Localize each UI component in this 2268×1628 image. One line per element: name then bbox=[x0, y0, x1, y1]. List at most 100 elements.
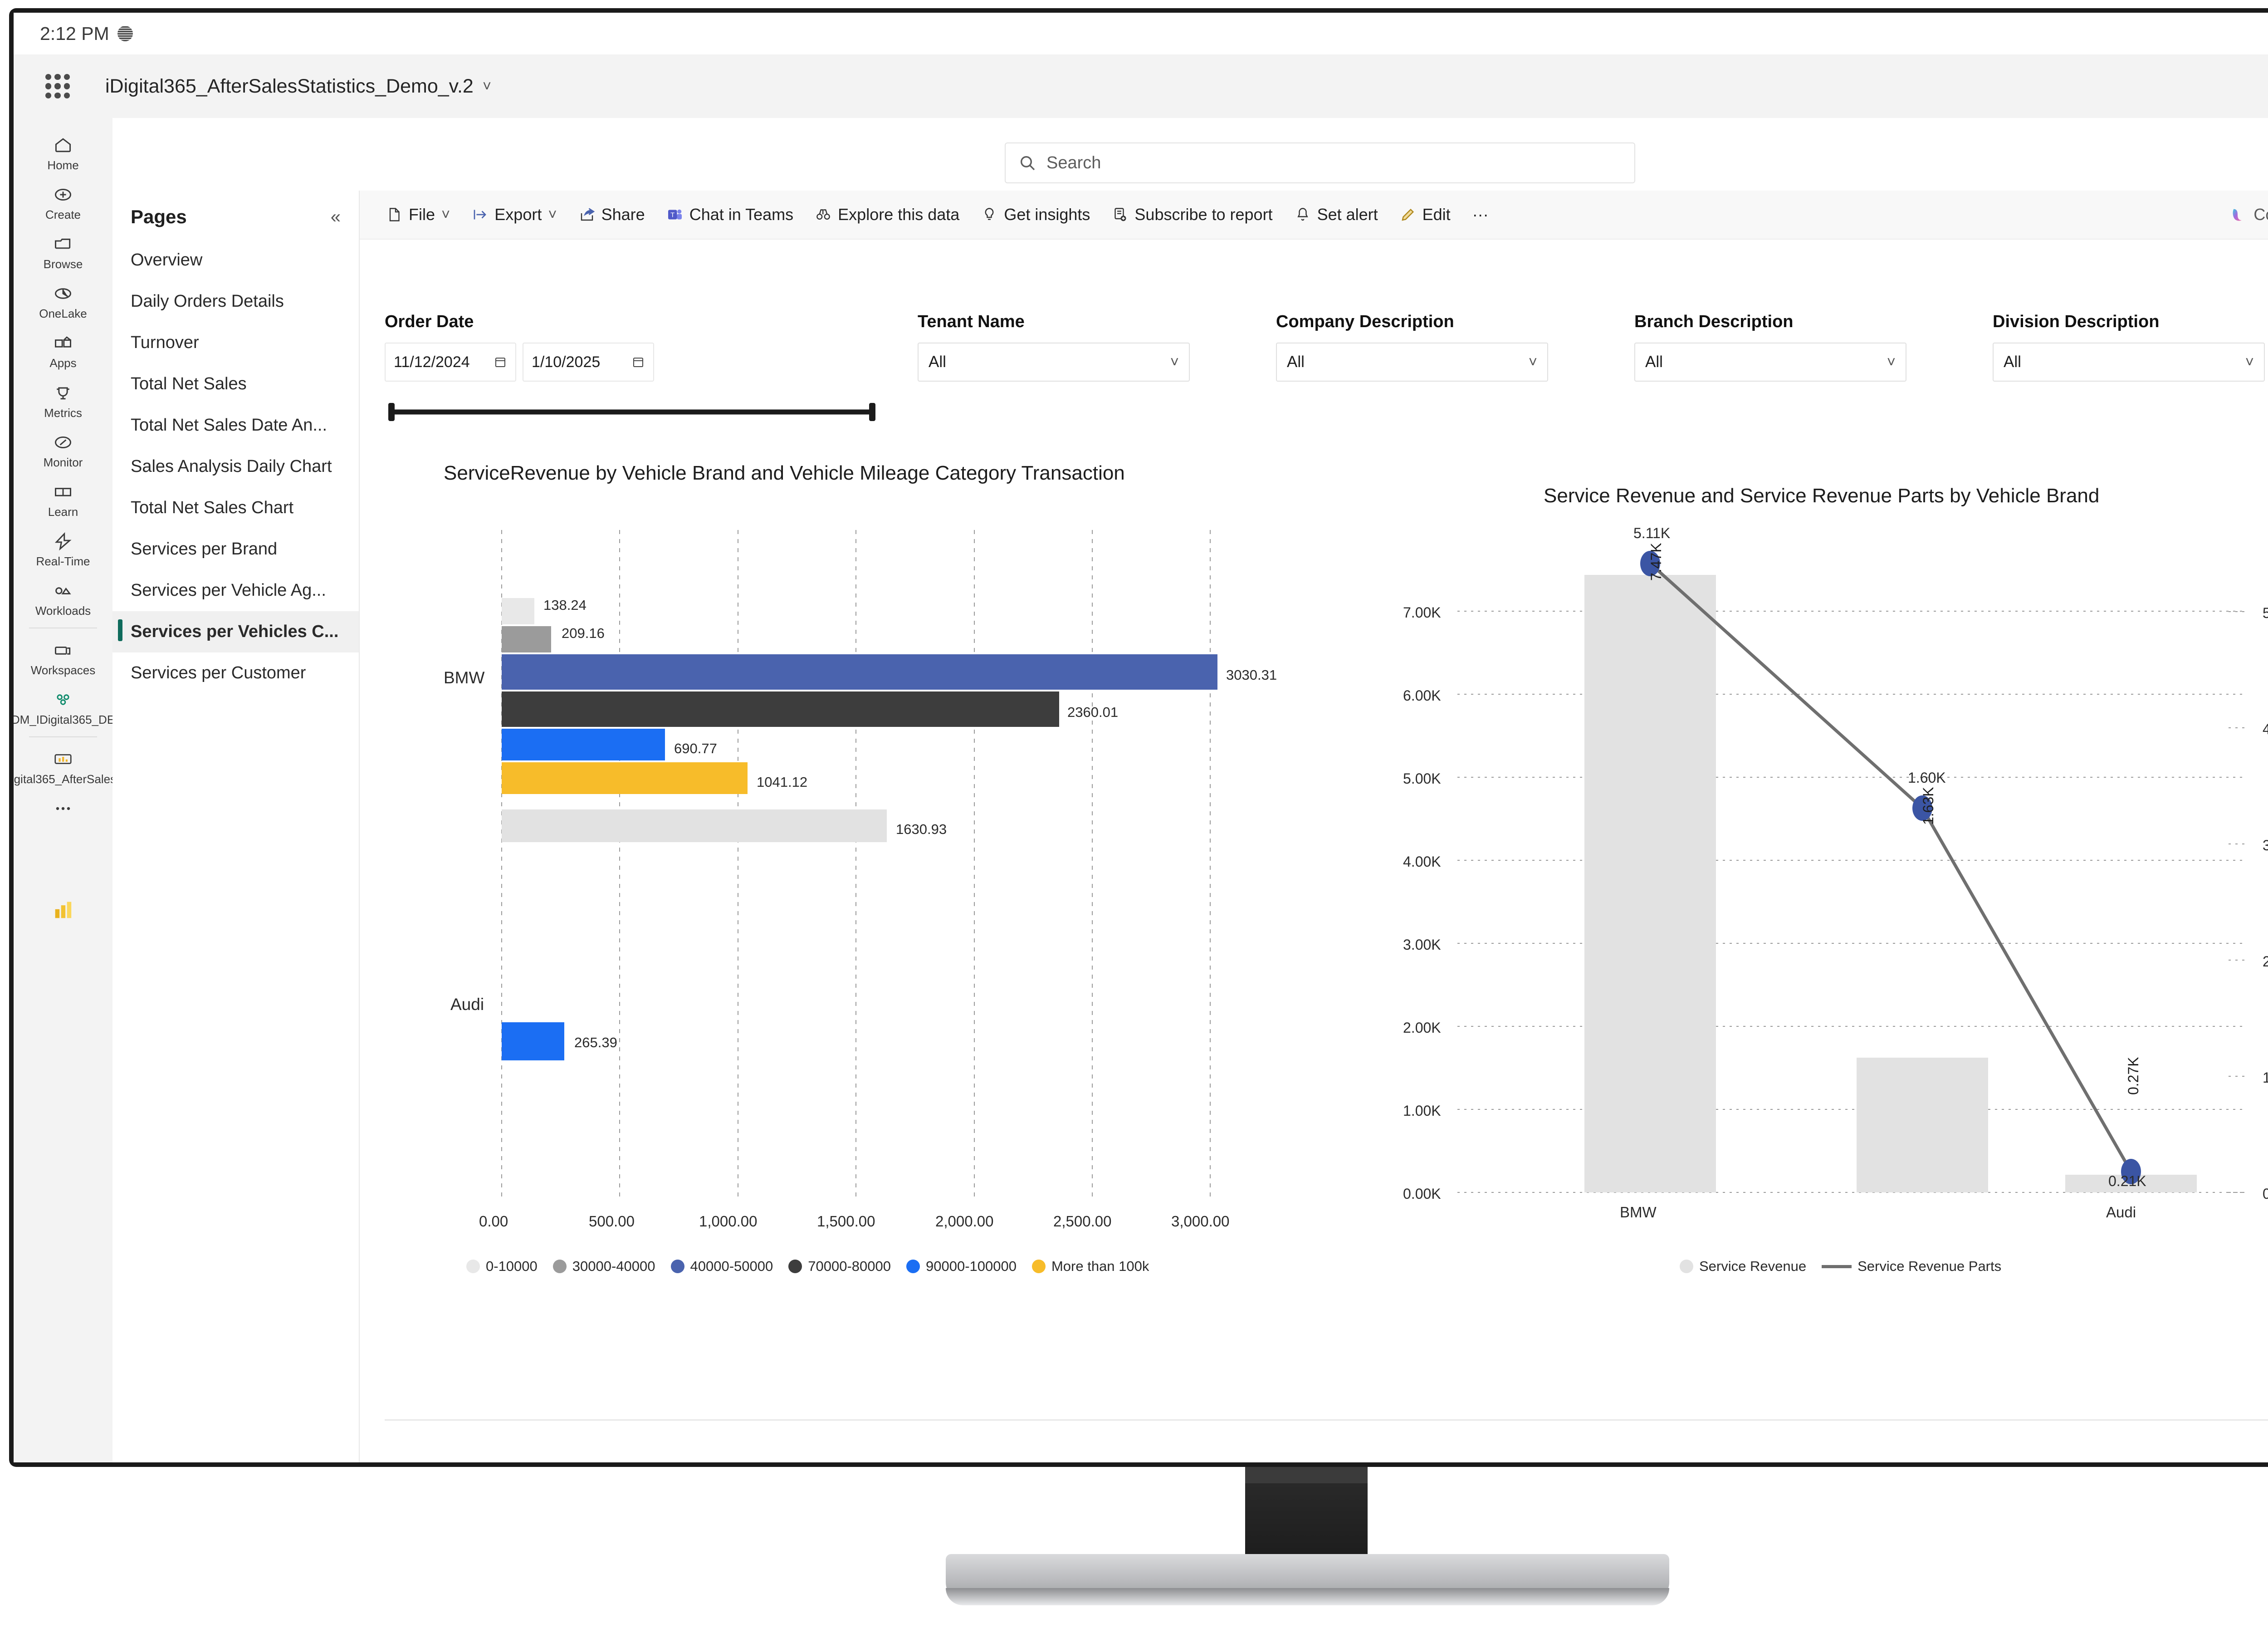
report-title-area[interactable]: iDigital365_AfterSalesStatistics_Demo_v.… bbox=[105, 75, 491, 98]
share-button[interactable]: Share bbox=[568, 190, 656, 239]
page-item-total-net-sales-date-analysis[interactable]: Total Net Sales Date An... bbox=[112, 405, 359, 446]
chevron-double-left-icon[interactable]: « bbox=[330, 206, 341, 227]
legend-item[interactable]: More than 100k bbox=[1031, 1258, 1149, 1275]
page-item-label: Turnover bbox=[131, 333, 199, 352]
combo-left-y-tick: 7.00K bbox=[1403, 604, 1441, 621]
bar-x-tick: 0.00 bbox=[479, 1213, 508, 1230]
legend-item[interactable]: Service Revenue Parts bbox=[1822, 1258, 2001, 1275]
sidebar-item-browse[interactable]: Browse bbox=[14, 227, 112, 276]
explore-this-data-button[interactable]: Explore this data bbox=[804, 190, 970, 239]
legend-item[interactable]: Service Revenue bbox=[1680, 1258, 1806, 1275]
combo-right-y-tick: 3.00K bbox=[2263, 837, 2268, 853]
sidebar-item-powerbi-logo[interactable] bbox=[14, 893, 112, 927]
sidebar-item-onelake[interactable]: OneLake bbox=[14, 276, 112, 326]
division-description-dropdown[interactable]: All ˅ bbox=[1993, 343, 2265, 382]
sidebar-item-home[interactable]: Home bbox=[14, 128, 112, 177]
bar-x-tick: 500.00 bbox=[589, 1213, 635, 1230]
legend-item[interactable]: 40000-50000 bbox=[670, 1258, 773, 1275]
sidebar-item-label: Real-Time bbox=[36, 554, 90, 568]
order-date-end-input[interactable]: 1/10/2025 bbox=[523, 343, 654, 382]
chat-in-teams-button[interactable]: T Chat in Teams bbox=[656, 190, 804, 239]
onelake-icon bbox=[53, 283, 73, 304]
combo-left-y-tick: 1.00K bbox=[1403, 1103, 1441, 1119]
copilot-button[interactable]: Copilot bbox=[2219, 205, 2268, 224]
sidebar-item-apps[interactable]: Apps bbox=[14, 326, 112, 375]
get-insights-button[interactable]: Get insights bbox=[970, 190, 1101, 239]
order-date-range-slider[interactable] bbox=[385, 401, 879, 423]
page-item-label: Services per Vehicle Ag... bbox=[131, 581, 326, 600]
page-item-services-per-brand[interactable]: Services per Brand bbox=[112, 529, 359, 570]
svg-text:T: T bbox=[670, 211, 675, 219]
page-item-services-per-customer[interactable]: Services per Customer bbox=[112, 652, 359, 694]
sidebar-item-metrics[interactable]: Metrics bbox=[14, 376, 112, 425]
chevron-down-icon[interactable]: ˅ bbox=[482, 78, 492, 94]
legend-item[interactable]: 0-10000 bbox=[466, 1258, 538, 1275]
visual-service-revenue-by-brand-mileage[interactable]: ServiceRevenue by Vehicle Brand and Vehi… bbox=[385, 462, 1324, 1397]
page-item-total-net-sales-chart[interactable]: Total Net Sales Chart bbox=[112, 487, 359, 529]
combo-right-y-tick: 4.00K bbox=[2263, 721, 2268, 737]
sidebar-item-workloads[interactable]: Workloads bbox=[14, 574, 112, 623]
global-search-input[interactable]: Search bbox=[1005, 142, 1635, 183]
left-nav-rail: Home Create Browse bbox=[14, 118, 112, 1462]
page-item-total-net-sales[interactable]: Total Net Sales bbox=[112, 363, 359, 405]
toolbar-more-button[interactable]: ··· bbox=[1461, 190, 1500, 239]
page-item-daily-orders-details[interactable]: Daily Orders Details bbox=[112, 281, 359, 322]
branch-description-value: All bbox=[1645, 353, 1663, 371]
lightbulb-icon bbox=[981, 206, 997, 223]
legend-label: 40000-50000 bbox=[690, 1258, 773, 1274]
legend-item[interactable]: 70000-80000 bbox=[788, 1258, 891, 1275]
waffle-icon[interactable] bbox=[45, 74, 70, 98]
page-item-turnover[interactable]: Turnover bbox=[112, 322, 359, 363]
file-menu-button[interactable]: File ˅ bbox=[375, 190, 461, 239]
sidebar-item-monitor[interactable]: Monitor bbox=[14, 425, 112, 475]
chevron-down-icon: ˅ bbox=[1887, 353, 1896, 370]
page-item-services-per-vehicle-age[interactable]: Services per Vehicle Ag... bbox=[112, 570, 359, 611]
export-menu-button[interactable]: Export ˅ bbox=[461, 190, 567, 239]
legend-label: More than 100k bbox=[1051, 1258, 1149, 1274]
combo-line-label-bmw: 5.11K bbox=[1633, 525, 1671, 541]
share-icon bbox=[579, 206, 595, 223]
legend-label: 90000-100000 bbox=[925, 1258, 1017, 1274]
page-item-overview[interactable]: Overview bbox=[112, 240, 359, 281]
sidebar-more-button[interactable] bbox=[14, 791, 112, 825]
company-description-dropdown[interactable]: All ˅ bbox=[1276, 343, 1548, 382]
legend-item[interactable]: 30000-40000 bbox=[552, 1258, 655, 1275]
combo-bar-label-mid: 1.63K bbox=[1920, 787, 1936, 825]
sidebar-item-label: OneLake bbox=[39, 307, 87, 321]
chevron-down-icon: ˅ bbox=[548, 206, 557, 223]
bar-x-tick: 3,000.00 bbox=[1171, 1213, 1230, 1230]
set-alert-button[interactable]: Set alert bbox=[1284, 190, 1389, 239]
page-item-services-per-vehicles-category[interactable]: Services per Vehicles C... bbox=[112, 611, 359, 652]
page-item-sales-analysis-daily-chart[interactable]: Sales Analysis Daily Chart bbox=[112, 446, 359, 487]
legend-label: Service Revenue Parts bbox=[1857, 1258, 2002, 1274]
bar-x-tick: 1,500.00 bbox=[817, 1213, 875, 1230]
chevron-down-icon: ˅ bbox=[1528, 353, 1537, 370]
order-date-start-input[interactable]: 11/12/2024 bbox=[385, 343, 516, 382]
tenant-name-dropdown[interactable]: All ˅ bbox=[918, 343, 1190, 382]
sidebar-item-label: Metrics bbox=[44, 406, 82, 420]
recording-indicator-icon bbox=[117, 26, 133, 41]
sidebar-item-create[interactable]: Create bbox=[14, 177, 112, 227]
branch-description-dropdown[interactable]: All ˅ bbox=[1634, 343, 1906, 382]
edit-button[interactable]: Edit bbox=[1389, 190, 1461, 239]
sidebar-item-report[interactable]: iDigital365_AfterSales... bbox=[14, 742, 112, 791]
combo-left-y-tick: 0.00K bbox=[1403, 1186, 1441, 1202]
combo-bar-label-audi: 0.21K bbox=[2108, 1173, 2146, 1189]
order-date-end-value: 1/10/2025 bbox=[532, 353, 601, 371]
division-description-value: All bbox=[2004, 353, 2021, 371]
sidebar-item-workspace-pdm[interactable]: PDM_IDigital365_DEV bbox=[14, 682, 112, 732]
sidebar-item-learn[interactable]: Learn bbox=[14, 475, 112, 524]
chevron-down-icon: ˅ bbox=[1170, 353, 1179, 370]
slicer-branch-description: Branch Description All ˅ bbox=[1634, 312, 1906, 382]
edit-label: Edit bbox=[1422, 205, 1451, 224]
visual-service-revenue-and-parts-by-brand[interactable]: Service Revenue and Service Revenue Part… bbox=[1394, 462, 2268, 1397]
page-item-label: Daily Orders Details bbox=[131, 292, 284, 311]
pages-title: Pages bbox=[131, 206, 187, 227]
subscribe-to-report-button[interactable]: Subscribe to report bbox=[1101, 190, 1283, 239]
sidebar-item-real-time[interactable]: Real-Time bbox=[14, 524, 112, 574]
legend-swatch bbox=[466, 1260, 480, 1273]
report-icon bbox=[53, 748, 73, 770]
slicer-tenant-name: Tenant Name All ˅ bbox=[918, 312, 1190, 382]
legend-item[interactable]: 90000-100000 bbox=[906, 1258, 1017, 1275]
sidebar-item-workspaces[interactable]: Workspaces bbox=[14, 633, 112, 682]
